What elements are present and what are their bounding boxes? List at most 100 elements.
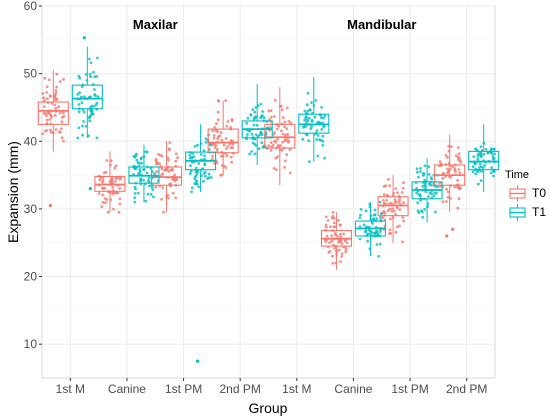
x-tick-label-1: Canine — [108, 382, 146, 396]
point-T0-0-48 — [41, 92, 45, 95]
point-T1-6-38 — [418, 193, 421, 196]
point-T0-0-36 — [45, 118, 49, 122]
point-T0-0-43 — [41, 132, 44, 136]
point-T1-4-35 — [319, 138, 323, 142]
point-T0-3-32 — [216, 110, 220, 114]
point-T0-2-55 — [158, 153, 162, 157]
point-T1-0-22 — [96, 95, 100, 99]
point-T1-5-49 — [373, 231, 377, 235]
point-T1-0-21 — [92, 70, 95, 74]
point-T1-2-59 — [189, 169, 193, 173]
point-T0-1-54 — [118, 177, 122, 181]
point-T0-0-41 — [62, 139, 65, 143]
point-T0-7-2 — [457, 168, 461, 171]
point-T0-0-21 — [45, 85, 49, 89]
point-T0-5-51 — [342, 232, 345, 236]
point-T1-1-4 — [148, 184, 151, 188]
point-T0-0-7 — [42, 99, 46, 102]
point-T1-6-16 — [423, 178, 427, 182]
point-T0-2-35 — [160, 197, 164, 201]
point-T1-0-0 — [81, 133, 84, 137]
point-T0-4-56 — [268, 118, 271, 121]
point-T1-2-14 — [193, 145, 197, 148]
point-T0-6-56 — [382, 201, 386, 205]
point-T1-2-55 — [195, 182, 199, 186]
point-T0-1-56 — [101, 200, 105, 204]
point-T0-6-42 — [388, 228, 392, 232]
point-T0-6-19 — [394, 213, 398, 216]
point-T1-1-54 — [132, 154, 136, 158]
point-T0-6-21 — [394, 187, 398, 191]
point-T1-0-52 — [90, 108, 94, 112]
point-T1-7-50 — [490, 151, 494, 155]
point-T0-2-51 — [173, 173, 177, 177]
point-T0-6-53 — [398, 198, 401, 202]
point-T1-7-17 — [490, 166, 494, 170]
point-T0-0-16 — [58, 80, 62, 83]
point-T0-3-50 — [226, 144, 230, 148]
point-T0-4-23 — [272, 115, 276, 118]
point-T1-5-53 — [375, 243, 379, 246]
point-T0-7-54 — [458, 171, 462, 175]
point-T1-6-56 — [419, 170, 422, 173]
point-T1-1-38 — [135, 152, 138, 156]
point-T0-2-9 — [154, 157, 158, 161]
point-T0-5-53 — [338, 223, 342, 227]
point-T0-0-13 — [43, 76, 47, 80]
point-T1-3-42 — [255, 123, 259, 127]
box-T0-3 — [207, 128, 239, 154]
point-T0-7-49 — [442, 171, 445, 175]
point-T0-5-45 — [339, 240, 342, 244]
point-T0-5-48 — [332, 221, 336, 225]
point-T1-0-57 — [88, 114, 92, 118]
point-T0-7-30 — [456, 146, 460, 150]
point-T0-4-4 — [272, 167, 276, 170]
point-T1-2-11 — [197, 162, 201, 165]
y-tick-label-1: 20 — [24, 270, 38, 284]
point-T1-1-0 — [135, 158, 139, 162]
legend-label-t1: T1 — [532, 205, 546, 219]
point-T1-5-18 — [378, 230, 382, 234]
point-T0-6-59 — [391, 207, 394, 211]
point-T0-0-25 — [59, 130, 62, 134]
point-T0-0-27 — [55, 72, 59, 76]
point-T1-2-50 — [193, 182, 197, 186]
point-T1-0-38 — [82, 120, 85, 123]
point-T1-6-52 — [415, 167, 419, 171]
point-T1-2-43 — [206, 177, 210, 181]
point-T1-4-6 — [323, 156, 326, 160]
point-T1-1-37 — [145, 171, 149, 175]
point-T0-5-59 — [330, 239, 334, 243]
point-T0-1-37 — [105, 159, 109, 162]
point-T0-4-48 — [274, 168, 278, 172]
point-T0-6-46 — [402, 219, 406, 223]
point-T1-0-59 — [95, 75, 99, 78]
point-T0-4-57 — [269, 115, 273, 119]
point-T0-6-10 — [397, 201, 401, 205]
point-T0-2-15 — [174, 196, 178, 200]
point-T0-5-56 — [327, 251, 331, 254]
point-T0-2-52 — [171, 177, 175, 181]
point-T1-4-32 — [303, 109, 307, 113]
x-tick-label-0: 1st M — [56, 382, 85, 396]
point-T0-1-23 — [100, 205, 104, 209]
point-T0-7-12 — [444, 200, 448, 203]
point-T1-6-14 — [429, 176, 433, 180]
point-T0-4-13 — [288, 171, 292, 175]
grid-lines — [42, 5, 495, 378]
point-T1-0-33 — [82, 110, 86, 114]
point-T1-0-48 — [89, 75, 93, 79]
point-T1-1-35 — [147, 176, 151, 180]
point-T0-0-1 — [50, 102, 54, 105]
point-T0-4-49 — [272, 132, 276, 136]
point-T1-0-58 — [78, 91, 81, 95]
point-T1-1-43 — [142, 168, 145, 172]
point-T0-3-59 — [211, 129, 215, 133]
point-T1-4-34 — [321, 134, 325, 138]
point-T0-1-16 — [117, 210, 121, 214]
legend-key-t0 — [509, 185, 526, 202]
point-T1-2-23 — [202, 149, 206, 152]
point-T0-6-36 — [387, 202, 391, 206]
point-T0-3-21 — [224, 99, 228, 103]
point-T1-4-18 — [314, 99, 318, 102]
